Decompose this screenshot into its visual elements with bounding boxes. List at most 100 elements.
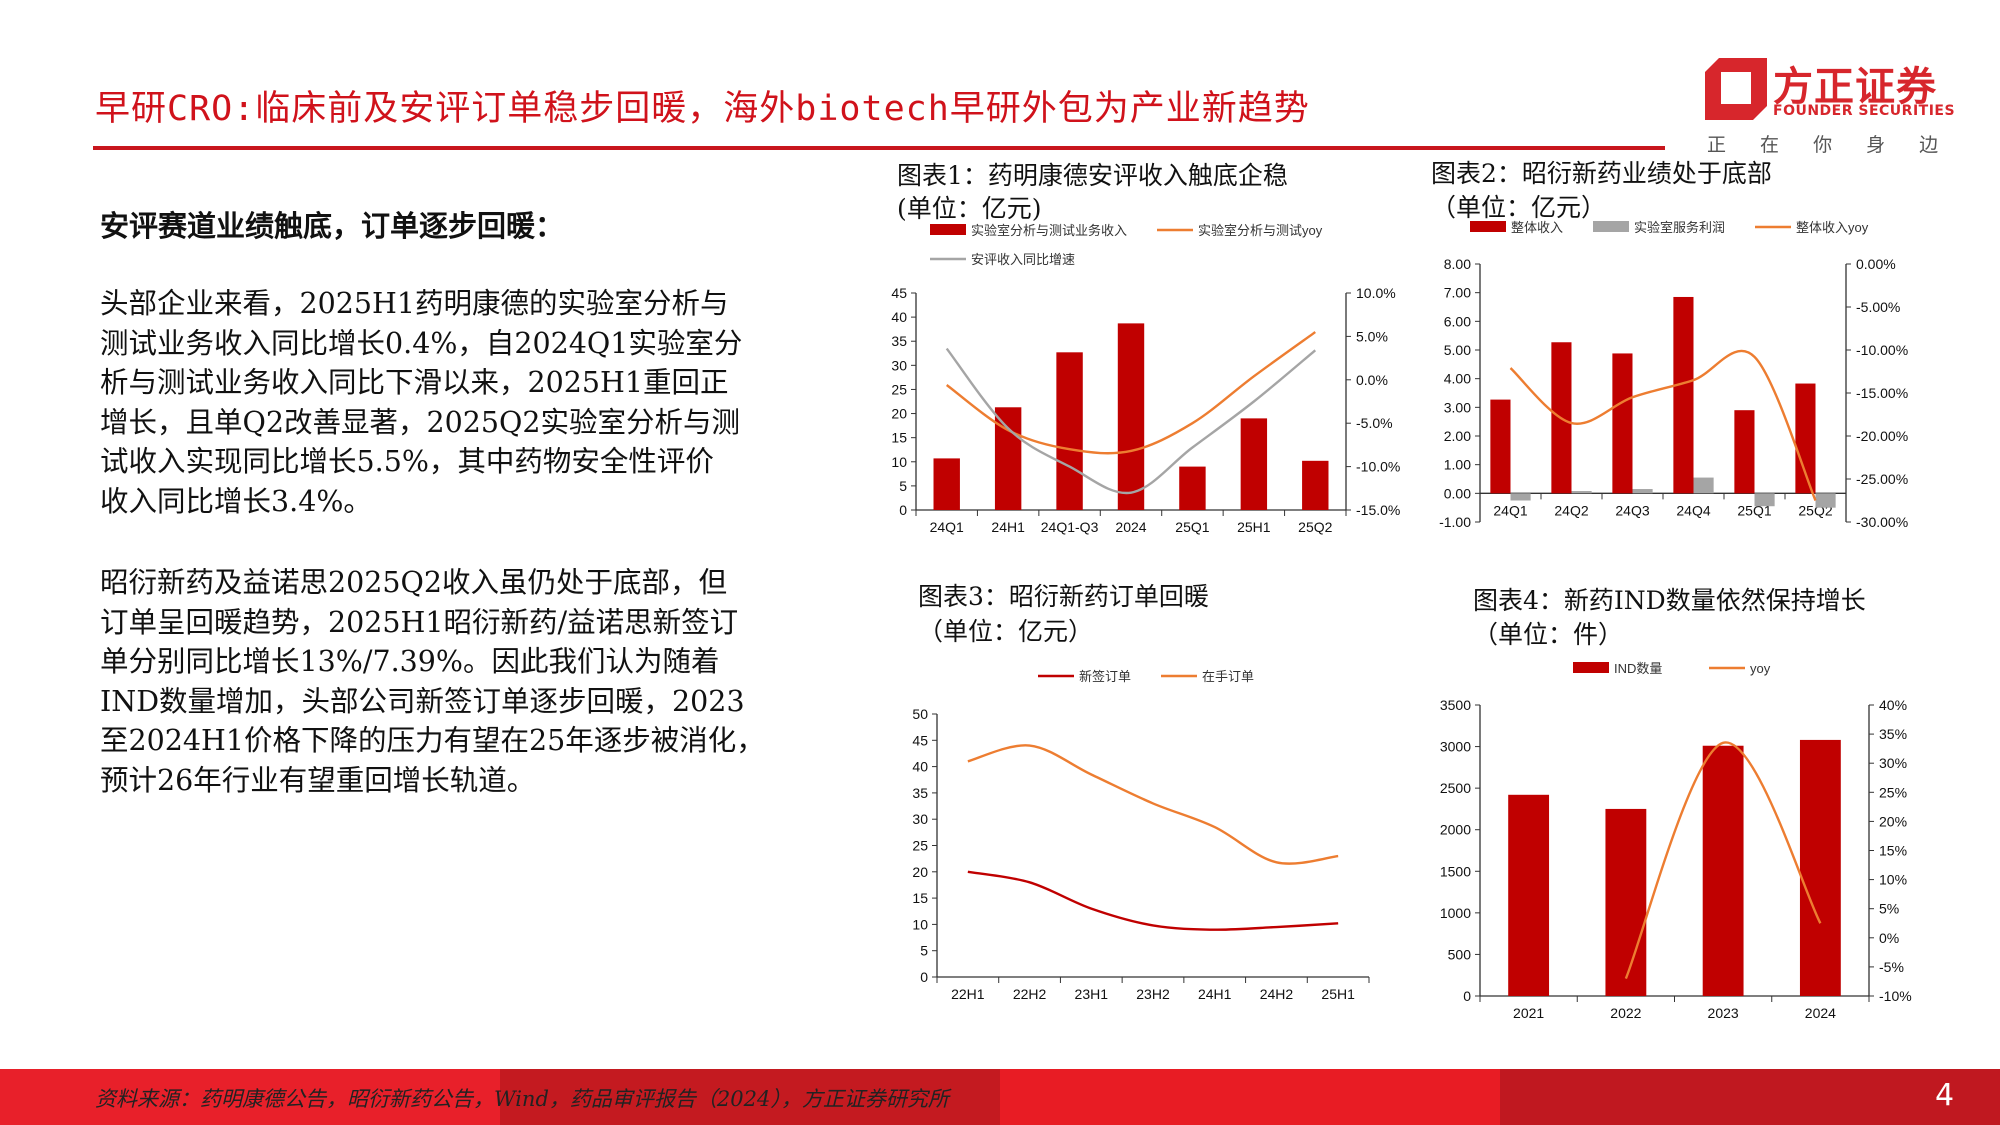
y2-tick-label: 0.00% (1856, 256, 1896, 272)
bar-实验室分析与测试业务收入 (1302, 460, 1329, 510)
y-tick-label: 2.00 (1444, 428, 1471, 444)
paragraph-line: 收入同比增长3.4%。 (100, 484, 372, 518)
legend-swatch (1470, 221, 1506, 232)
legend-label: yoy (1750, 661, 1771, 676)
y2-tick-label: -10.0% (1356, 459, 1400, 475)
legend-item: 安评收入同比增速 (930, 252, 1075, 267)
logo-name-en: FOUNDER SECURITIES (1773, 103, 1956, 119)
paragraph-2: 昭衍新药及益诺思2025Q2收入虽仍处于底部，但 订单呈回暖趋势，2025H1昭… (100, 563, 765, 801)
legend-label: 新签订单 (1079, 669, 1131, 684)
legend-label: 实验室分析与测试yoy (1198, 223, 1323, 238)
bar-实验室分析与测试业务收入 (994, 407, 1022, 510)
y2-tick-label: -15.00% (1856, 385, 1908, 401)
y-tick-label: 35 (891, 333, 907, 349)
footer-segment (0, 1069, 500, 1125)
legend-item: yoy (1709, 661, 1771, 676)
legend-label: 实验室分析与测试业务收入 (971, 223, 1127, 238)
y-tick-label: 3500 (1440, 697, 1471, 713)
chart2-subtitle: （单位：亿元） (1431, 193, 1607, 222)
bar-IND数量 (1799, 739, 1841, 996)
bar-实验室服务利润 (1815, 493, 1836, 508)
y-tick-label: 3000 (1440, 739, 1471, 755)
y-tick-label: 20 (891, 406, 907, 422)
legend-item: 实验室分析与测试业务收入 (930, 223, 1127, 238)
chart1-subtitle: (单位：亿元) (897, 194, 1042, 223)
bar-实验室分析与测试业务收入 (1240, 418, 1268, 510)
chart2-title: 图表2：昭衍新药业绩处于底部 (1431, 159, 1772, 188)
legend-item: 整体收入yoy (1755, 220, 1869, 235)
paragraph-line: 测试业务收入同比增长0.4%，自2024Q1实验室分 (100, 326, 743, 360)
y-tick-label: 0 (1463, 988, 1471, 1004)
legend-swatch (1593, 221, 1629, 232)
legend-item: 实验室服务利润 (1593, 220, 1725, 235)
y2-tick-label: 0.0% (1356, 372, 1388, 388)
y-tick-label: 15 (891, 430, 907, 446)
x-tick-label: 2022 (1610, 1005, 1641, 1021)
logo-name-cn: 方正证券 (1773, 64, 1937, 110)
legend-label: 安评收入同比增速 (971, 252, 1075, 267)
title-divider (93, 146, 1665, 150)
legend-item: 实验室分析与测试yoy (1157, 223, 1323, 238)
x-tick-label: 24H2 (1260, 986, 1294, 1002)
page-title: 早研CRO:临床前及安评订单稳步回暖，海外biotech早研外包为产业新趋势 (95, 89, 1310, 129)
y2-tick-label: -30.00% (1856, 514, 1908, 530)
x-tick-label: 22H1 (951, 986, 985, 1002)
bar-IND数量 (1605, 808, 1647, 996)
y2-tick-label: 40% (1879, 697, 1907, 713)
y2-tick-label: -10.00% (1856, 342, 1908, 358)
y-tick-label: 500 (1448, 946, 1472, 962)
bar-IND数量 (1508, 794, 1550, 996)
chart1-title: 图表1：药明康德安评收入触底企稳 (897, 161, 1288, 190)
chart4-title: 图表4：新药IND数量依然保持增长 (1473, 586, 1866, 615)
y-tick-label: 1500 (1440, 863, 1471, 879)
x-tick-label: 24Q1-Q3 (1041, 519, 1099, 535)
y-tick-label: 25 (912, 838, 928, 854)
y-tick-label: 0 (920, 969, 928, 985)
footer-segment (1000, 1069, 1500, 1125)
logo-mark-icon (1705, 58, 1767, 120)
y-tick-label: 6.00 (1444, 313, 1471, 329)
x-tick-label: 24Q1 (930, 519, 964, 535)
bar-整体收入 (1490, 399, 1511, 494)
bar-实验室服务利润 (1754, 493, 1775, 507)
y-tick-label: 10 (912, 916, 928, 932)
bar-实验室服务利润 (1571, 491, 1592, 494)
y2-tick-label: 20% (1879, 813, 1907, 829)
x-tick-label: 2023 (1708, 1005, 1739, 1021)
y2-tick-label: 5.0% (1356, 328, 1388, 344)
legend-item: 整体收入 (1470, 220, 1563, 235)
legend-label: 整体收入yoy (1796, 220, 1869, 235)
chart-4: 0 500 1000 1500 2000 2500 3000 3500 -10% -5% 0% 5% 1… (1440, 661, 1912, 1021)
y-tick-label: 0.00 (1444, 485, 1471, 501)
founder-securities-logo: 方正证券 FOUNDER SECURITIES 正 在 你 身 边 (1705, 58, 1955, 158)
y2-tick-label: 30% (1879, 755, 1907, 771)
y-tick-label: 1.00 (1444, 457, 1471, 473)
bar-实验室分析与测试业务收入 (1117, 323, 1145, 510)
bar-整体收入 (1795, 383, 1816, 494)
y-tick-label: 30 (912, 811, 928, 827)
chart-3: 0 5 10 15 20 25 30 35 40 45 50 22H1 22H2 23H1 23H2 24H1… (912, 669, 1370, 1002)
bar-整体收入 (1734, 410, 1755, 494)
y-tick-label: 5 (899, 478, 907, 494)
chart-2: -1.00 0.00 1.00 2.00 3.00 4.00 5.00 6.00 7.00 8.0… (1439, 220, 1908, 530)
legend-item: IND数量 (1573, 661, 1662, 676)
source-note: 资料来源：药明康德公告，昭衍新药公告，Wind，药品审评报告（2024），方正证… (95, 1087, 949, 1111)
x-tick-label: 22H2 (1013, 986, 1047, 1002)
y2-tick-label: 0% (1879, 930, 1899, 946)
y2-tick-label: 10% (1879, 872, 1907, 888)
bar-实验室分析与测试业务收入 (1056, 352, 1083, 510)
x-tick-label: 2021 (1513, 1005, 1544, 1021)
paragraph-line: 单分别同比增长13%/7.39%。因此我们认为随着 (100, 645, 720, 679)
paragraph-line: 头部企业来看，2025H1药明康德的实验室分析与 (100, 287, 729, 320)
y-tick-label: 4.00 (1444, 371, 1471, 387)
x-tick-label: 25Q1 (1175, 519, 1209, 535)
paragraph-1: 头部企业来看，2025H1药明康德的实验室分析与 测试业务收入同比增长0.4%，… (100, 284, 742, 522)
x-tick-label: 24Q1 (1493, 502, 1527, 518)
x-tick-label: 25Q1 (1737, 502, 1771, 518)
legend-label: 整体收入 (1511, 220, 1563, 235)
x-tick-label: 25H1 (1237, 519, 1271, 535)
paragraph-line: 试收入实现同比增长5.5%，其中药物安全性评价 (100, 445, 714, 479)
paragraph-line: 预计26年行业有望重回增长轨道。 (100, 763, 536, 797)
x-tick-label: 25Q2 (1298, 519, 1332, 535)
y-tick-label: 20 (912, 864, 928, 880)
